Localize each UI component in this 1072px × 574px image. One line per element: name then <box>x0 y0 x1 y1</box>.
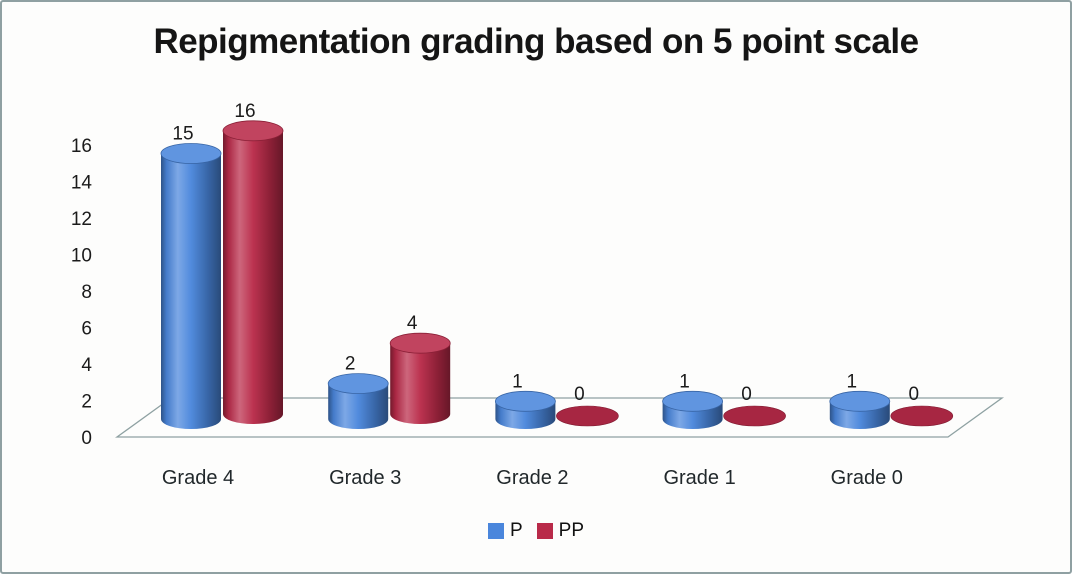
y-tick-label: 16 <box>71 136 92 157</box>
y-tick-label: 6 <box>81 319 92 340</box>
bar-value-label: 0 <box>741 384 752 405</box>
bar-value-label: 1 <box>679 371 690 392</box>
y-tick-label: 14 <box>71 173 93 194</box>
bar-value-label: 16 <box>234 101 255 122</box>
cylinder-bar <box>223 130 283 424</box>
category-label: Grade 3 <box>329 467 401 489</box>
zero-value-ellipse <box>556 405 619 427</box>
legend-label-pp: PP <box>558 520 585 541</box>
bar-value-label: 1 <box>512 371 523 392</box>
category-label: Grade 1 <box>663 467 735 489</box>
bar-value-label: 15 <box>172 124 193 145</box>
category-label: Grade 2 <box>496 467 568 489</box>
cylinder-bar <box>161 153 221 429</box>
cylinder-top <box>829 390 891 412</box>
y-tick-label: 12 <box>71 209 92 230</box>
y-tick-label: 0 <box>81 428 92 449</box>
cylinder-top <box>495 390 556 412</box>
zero-value-ellipse <box>890 405 954 427</box>
bar-value-label: 0 <box>574 384 585 405</box>
category-label: Grade 0 <box>831 467 903 489</box>
cylinder-top <box>160 143 222 164</box>
legend-swatch-pp <box>536 523 553 539</box>
floor-plane <box>114 397 1005 438</box>
bar-value-label: 0 <box>909 384 920 405</box>
zero-value-ellipse <box>723 405 786 427</box>
cylinder-top <box>327 373 389 395</box>
category-label: Grade 4 <box>162 467 234 489</box>
bar-value-label: 4 <box>407 313 418 334</box>
legend-label-p: P <box>509 520 523 541</box>
bar-value-label: 1 <box>847 371 858 392</box>
cylinder-bar <box>390 343 451 424</box>
chart-title: Repigmentation grading based on 5 point … <box>153 22 919 61</box>
cylinder-top <box>222 120 284 142</box>
legend: P PP <box>2 520 1070 542</box>
legend-item-p: P <box>487 520 523 542</box>
bar-value-label: 2 <box>345 354 356 375</box>
cylinder-top <box>662 390 723 412</box>
y-tick-label: 4 <box>81 355 92 376</box>
y-tick-label: 10 <box>71 246 92 267</box>
cylinder-top <box>389 332 451 354</box>
cylinder-bar <box>328 383 389 429</box>
y-tick-label: 2 <box>81 392 92 413</box>
y-tick-label: 8 <box>81 282 92 303</box>
legend-item-pp: PP <box>536 520 585 542</box>
legend-swatch-p <box>487 523 504 539</box>
